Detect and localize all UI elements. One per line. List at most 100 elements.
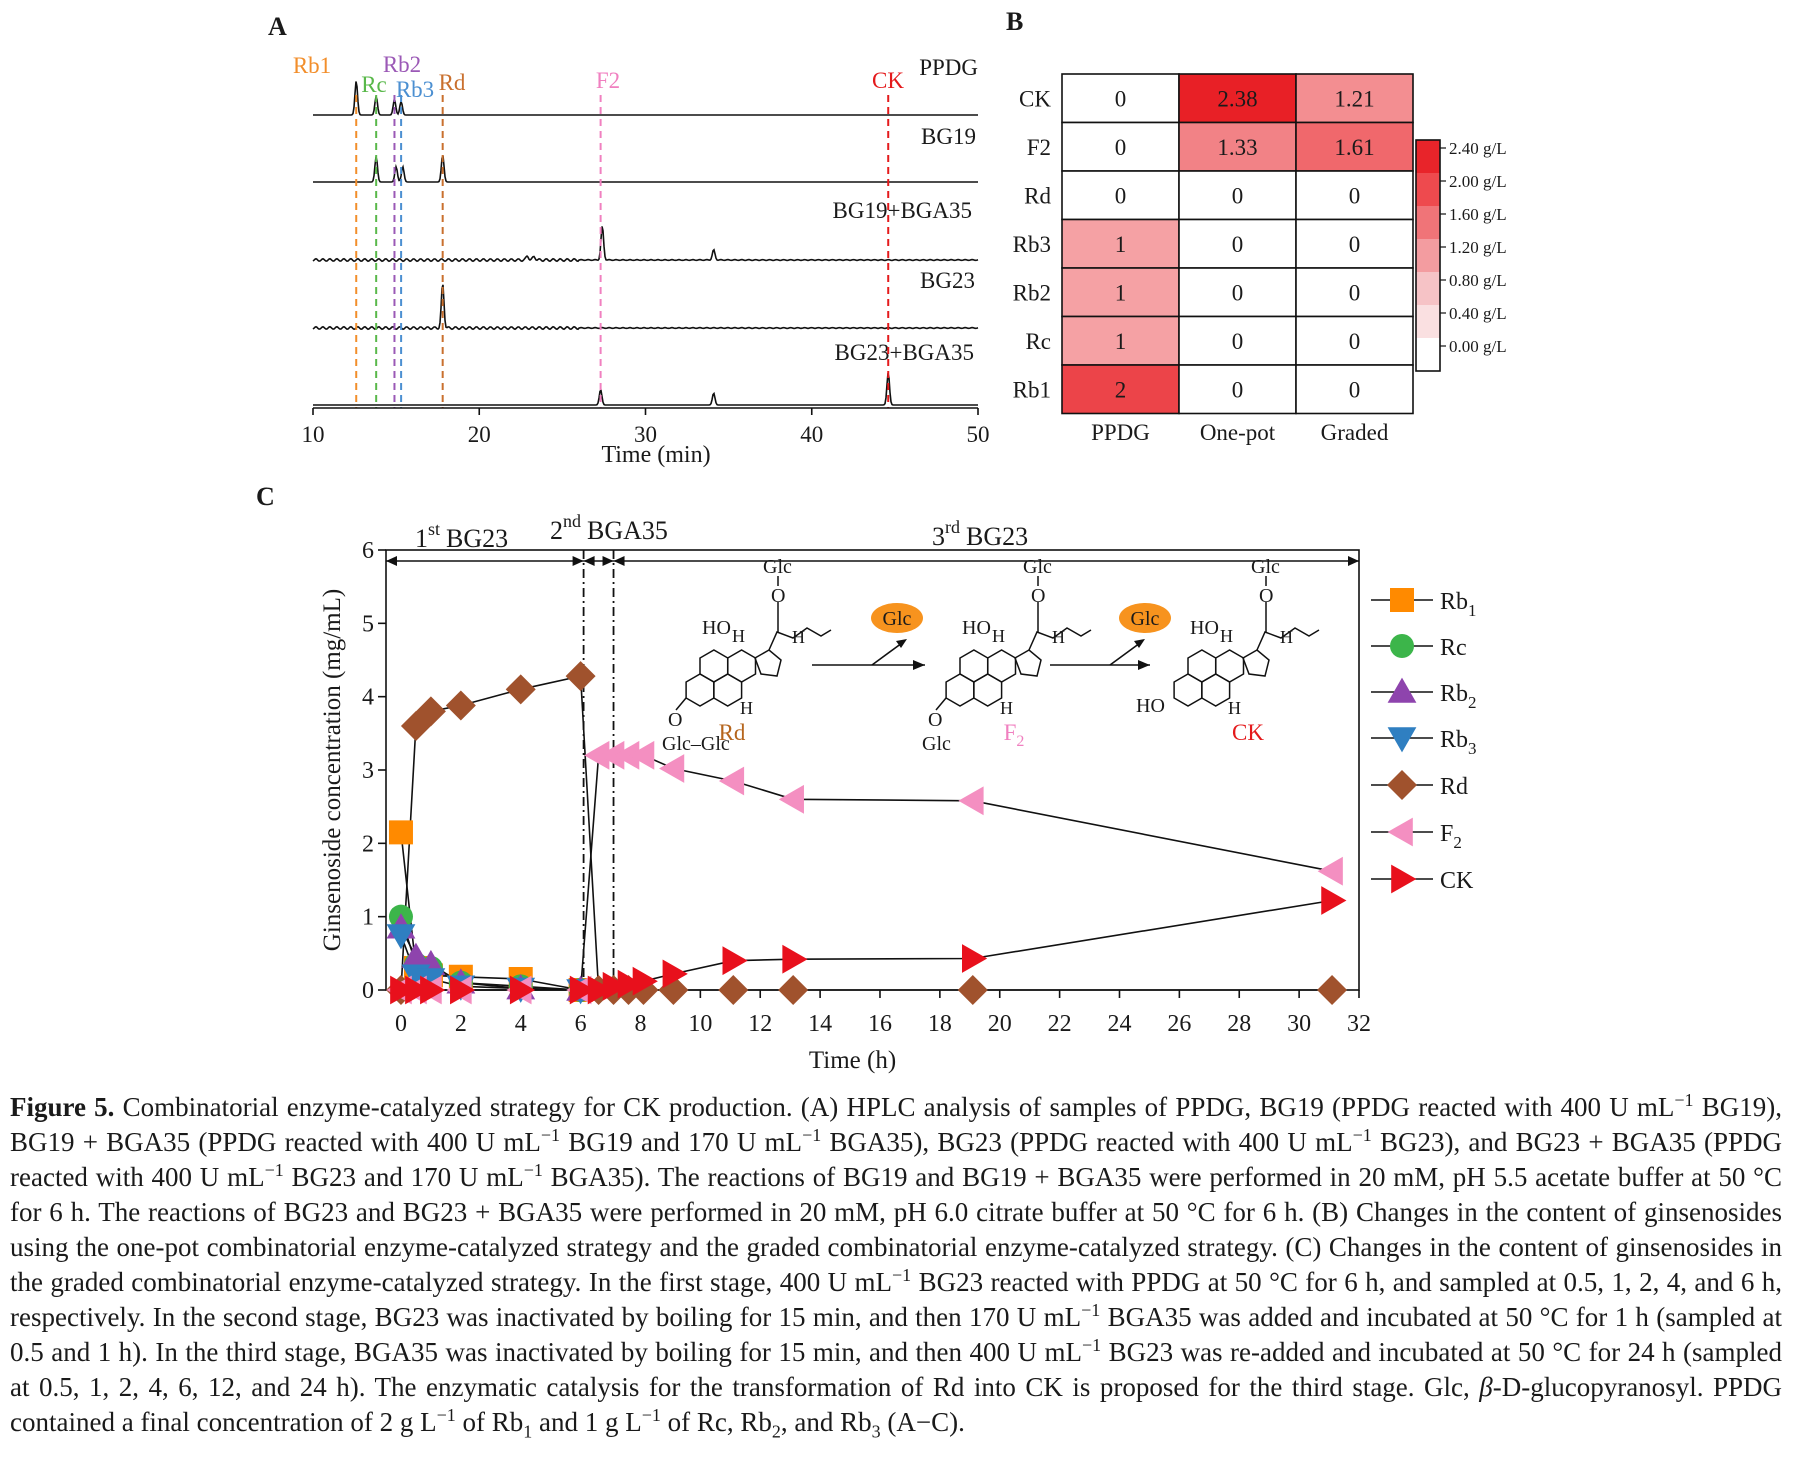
panel-letter: A — [268, 12, 287, 41]
five-ring — [1242, 649, 1270, 677]
x-tick-label: 0 — [395, 1011, 407, 1037]
data-point-f2 — [629, 740, 655, 770]
heatmap-cell-value: 0 — [1232, 232, 1244, 257]
glc-released-badge — [1119, 603, 1171, 633]
y-tick-label: 0 — [362, 978, 374, 1004]
stage-ordinal: 1 — [415, 524, 428, 553]
data-point-f2 — [599, 740, 625, 770]
legend-marker — [1387, 677, 1417, 703]
heatmap-cell-value: 1 — [1115, 232, 1127, 257]
caption-segment: BGA35). The reactions of BG19 and BG19 +… — [10, 1162, 1782, 1297]
caption-segment: BG23 and 170 U mL — [283, 1162, 524, 1192]
x-axis-label: Time (min) — [601, 442, 710, 468]
caption-segment: of Rb — [455, 1407, 524, 1437]
caption-segment: - — [1492, 1372, 1502, 1402]
caption-segment: -glucopyranosyl. PPDG contained a final … — [10, 1372, 1782, 1437]
data-point-ck — [420, 975, 446, 1005]
legend-label-sub: 2 — [1453, 833, 1462, 852]
h-label: H — [1228, 698, 1241, 718]
glc-released-label: Glc — [883, 608, 912, 630]
heatmap-cell — [1178, 315, 1297, 366]
data-point-ck — [632, 966, 658, 996]
data-point-ck — [569, 975, 595, 1005]
stage-label: 3rd BG23 — [932, 517, 1028, 551]
heatmap-cell-value: 0 — [1232, 280, 1244, 305]
legend-label-sub: 3 — [1468, 739, 1477, 758]
side-chain — [768, 627, 832, 651]
oxygen-label: O — [771, 585, 785, 607]
heatmap-cell-value: 0 — [1232, 183, 1244, 208]
heatmap-cell-value: 0 — [1115, 135, 1127, 160]
ring — [986, 649, 1017, 683]
peak-marker-label: Rd — [439, 70, 466, 95]
legend-marker — [1391, 864, 1417, 894]
legend-label-sub: 2 — [1468, 693, 1477, 712]
caption-label: Figure 5. — [10, 1092, 115, 1122]
data-point-rd — [505, 674, 536, 705]
five-ring — [1014, 649, 1042, 677]
legend-label: Rb3 — [1440, 727, 1477, 758]
caption-segment: (A−C). — [880, 1407, 965, 1437]
row-label: Rb3 — [1013, 232, 1051, 257]
heatmap-cell — [1061, 73, 1180, 124]
data-point-ck — [722, 946, 748, 976]
h-label: H — [992, 626, 1005, 646]
heatmap-cell — [1295, 170, 1414, 221]
heatmap-cell-value: 0 — [1349, 183, 1361, 208]
legend-swatch — [1416, 272, 1440, 305]
caption-segment: BG23), and BG23 + BGA35 (PPDG reacted wi… — [10, 1127, 1783, 1192]
peak-marker-label: Rb1 — [293, 53, 331, 78]
oxygen-label: O — [1031, 585, 1045, 607]
heatmap-cell — [1295, 315, 1414, 366]
caption-segment: 3 — [871, 1421, 881, 1442]
stage-ordinal-suffix: nd — [563, 511, 581, 531]
legend-label: Rc — [1440, 635, 1467, 661]
x-tick-label: 28 — [1227, 1011, 1251, 1037]
h-label: H — [1220, 626, 1233, 646]
ring — [699, 649, 729, 683]
stage-ordinal-suffix: st — [428, 519, 440, 539]
caption-segment: −1 — [1081, 1335, 1102, 1355]
glc-label: Glc — [763, 556, 792, 578]
data-point-ck — [450, 975, 476, 1005]
legend-swatch — [1416, 338, 1440, 371]
data-point-f2 — [778, 784, 804, 814]
ho-label: HO — [1190, 617, 1219, 639]
legend-label: CK — [1440, 868, 1474, 894]
data-point-ck — [405, 975, 431, 1005]
legend-label-main: Rb — [1440, 589, 1468, 615]
compound-name: Rd — [719, 720, 746, 745]
row-label: CK — [1019, 86, 1051, 111]
legend-label-main: Rd — [1440, 774, 1468, 800]
ring — [1187, 649, 1217, 683]
heatmap-cell-value: 1 — [1115, 329, 1127, 354]
y-tick-label: 4 — [362, 685, 374, 711]
heatmap-cell-value: 1 — [1115, 280, 1127, 305]
heatmap-cell-value: 0 — [1349, 232, 1361, 257]
data-point-ck — [509, 975, 536, 1005]
data-point-f2 — [614, 740, 640, 770]
data-point-ck — [602, 971, 628, 1001]
caption-segment: −1 — [264, 1160, 284, 1180]
x-tick-label: 10 — [688, 1011, 712, 1037]
h-label: H — [732, 626, 745, 646]
release-arrowhead — [896, 639, 907, 648]
y-tick-label: 3 — [362, 758, 374, 784]
trace-label: BG23 — [920, 268, 975, 293]
legend-label: 2.00 g/L — [1449, 172, 1507, 191]
legend-marker — [1390, 588, 1414, 612]
row-label: Rd — [1024, 183, 1051, 208]
stage-enzyme: BG23 — [966, 522, 1028, 551]
y-tick-label: 2 — [362, 831, 374, 857]
legend-marker — [1387, 770, 1417, 800]
legend-swatch — [1416, 206, 1440, 239]
row-label: Rb1 — [1013, 377, 1051, 402]
legend-label: Rb2 — [1440, 681, 1477, 712]
release-arrowhead — [1134, 639, 1145, 648]
legend-label: 0.80 g/L — [1449, 271, 1507, 290]
data-point-f2 — [584, 740, 610, 770]
compound-name: F2 — [1004, 720, 1025, 750]
row-label: F2 — [1027, 135, 1051, 160]
x-tick-label: 10 — [302, 422, 325, 447]
caption-segment: BG23 reacted with PPDG at 50 °C for 6 h,… — [10, 1267, 1782, 1332]
